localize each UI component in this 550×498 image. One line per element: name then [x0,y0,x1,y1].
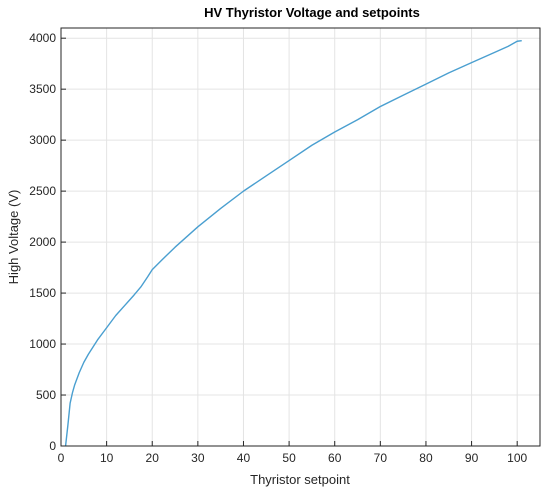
x-tick-label: 20 [146,451,160,465]
x-tick-label: 100 [507,451,527,465]
x-axis-ticks: 0 10 20 30 40 50 60 70 80 90 100 [58,441,528,465]
x-tick-label: 60 [328,451,342,465]
x-tick-label: 90 [465,451,479,465]
y-tick-label: 2500 [29,184,56,198]
chart-title: HV Thyristor Voltage and setpoints [204,5,420,20]
plot-frame [60,27,541,447]
y-tick-label: 0 [49,439,56,453]
x-tick-label: 0 [58,451,65,465]
x-tick-label: 30 [191,451,205,465]
y-axis-ticks: 0 500 1000 1500 2000 2500 3000 3500 4000 [29,31,66,453]
y-tick-label: 2000 [29,235,56,249]
x-tick-label: 40 [237,451,251,465]
y-tick-label: 4000 [29,31,56,45]
series-line [64,40,522,447]
x-tick-label: 50 [282,451,296,465]
y-tick-label: 500 [36,388,56,402]
y-tick-label: 1000 [29,337,56,351]
x-tick-label: 10 [100,451,114,465]
y-tick-label: 1500 [29,286,56,300]
data-series [64,40,522,447]
x-tick-label: 70 [374,451,388,465]
y-tick-label: 3000 [29,133,56,147]
y-axis-label: High Voltage (V) [6,190,21,285]
x-axis-label: Thyristor setpoint [250,472,350,487]
plot-area [61,28,540,446]
y-tick-label: 3500 [29,82,56,96]
x-tick-label: 80 [419,451,433,465]
